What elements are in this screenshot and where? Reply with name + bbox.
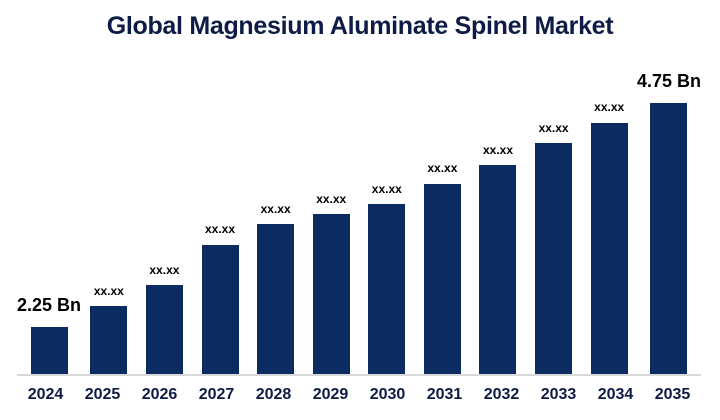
x-axis-label-2035: 2035 [654, 386, 691, 403]
bar-value-label-2027: xx.xx [205, 222, 236, 237]
bar-value-label-2028: xx.xx [260, 201, 291, 216]
bar-value-label-2034: xx.xx [594, 100, 625, 115]
plot-area: 2.25 Bn xx.xx xx.xx xx.xx xx.xx xx.xx xx.xx xx.… [17, 45, 701, 375]
x-axis-label-2024: 2024 [27, 386, 64, 403]
bar-column-2033: xx.xx [526, 121, 582, 375]
bar-2026 [145, 284, 183, 375]
x-axis-label-2033: 2033 [540, 386, 577, 403]
bar-value-label-2029: xx.xx [316, 191, 347, 206]
x-axis-label-2025: 2025 [84, 386, 121, 403]
bar-2034 [590, 122, 628, 375]
bar-column-2024: 2.25 Bn [17, 295, 82, 375]
bar-2028 [257, 223, 295, 375]
bar-2030 [368, 204, 406, 375]
bar-2033 [535, 143, 573, 375]
bar-column-2028: xx.xx [248, 201, 304, 375]
bar-column-2026: xx.xx [137, 262, 193, 375]
bar-2024 [30, 326, 68, 375]
bar-column-2034: xx.xx [581, 101, 637, 375]
chart-title: Global Magnesium Aluminate Spinel Market [106, 12, 614, 40]
bar-column-2035: 4.75 Bn [636, 71, 701, 375]
x-axis-label-2029: 2029 [312, 386, 349, 403]
bar-column-2025: xx.xx [81, 284, 137, 375]
x-axis-label-2026: 2026 [141, 386, 178, 403]
bar-column-2032: xx.xx [470, 142, 526, 375]
bar-value-label-2031: xx.xx [427, 161, 458, 176]
x-axis-label-2030: 2030 [369, 386, 406, 403]
bar-value-label-2035: 4.75 Bn [636, 71, 701, 92]
bar-2027 [201, 244, 239, 375]
bar-value-label-2026: xx.xx [149, 262, 180, 277]
bar-value-label-2032: xx.xx [482, 142, 513, 157]
x-axis-label-2031: 2031 [426, 386, 463, 403]
x-axis-label-2028: 2028 [255, 386, 292, 403]
x-axis-label-2034: 2034 [597, 386, 634, 403]
x-axis-label-2027: 2027 [198, 386, 235, 403]
bar-column-2031: xx.xx [415, 162, 471, 375]
bar-2035 [650, 102, 688, 375]
x-axis-labels: 2024 2025 2026 2027 2028 2029 2030 2031 2032 2033… [17, 386, 701, 404]
bar-column-2030: xx.xx [359, 181, 415, 375]
bar-2029 [312, 214, 350, 375]
bar-value-label-2024: 2.25 Bn [17, 295, 82, 316]
bar-value-label-2025: xx.xx [93, 284, 124, 299]
bar-2031 [423, 183, 461, 375]
x-axis-line [17, 374, 701, 376]
bar-2025 [90, 306, 128, 375]
x-axis-label-2032: 2032 [483, 386, 520, 403]
bar-value-label-2033: xx.xx [538, 121, 569, 136]
bar-2032 [479, 164, 517, 375]
bar-value-label-2030: xx.xx [371, 181, 402, 196]
bar-column-2029: xx.xx [303, 191, 359, 375]
bar-column-2027: xx.xx [192, 223, 248, 375]
